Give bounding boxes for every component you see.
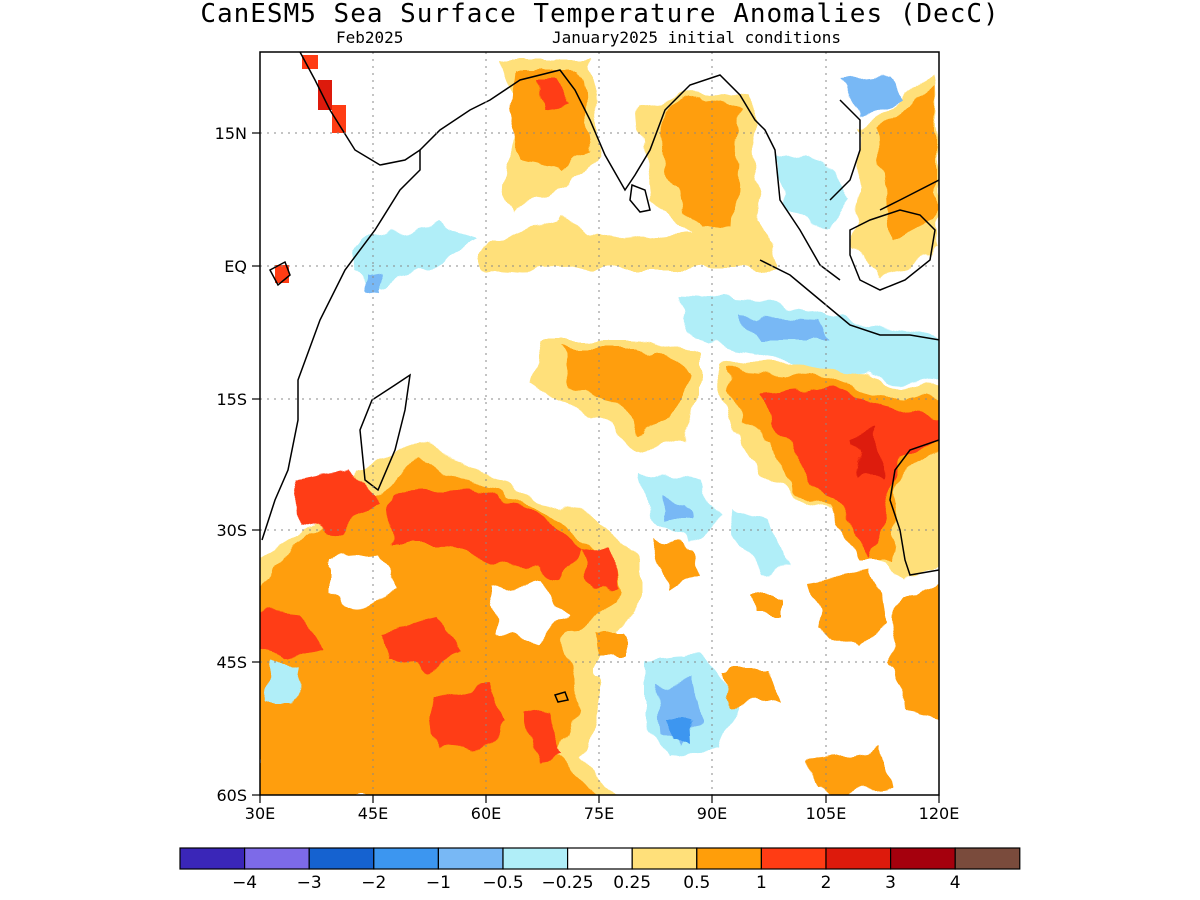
colorbar-swatch xyxy=(631,847,698,870)
tick-marks xyxy=(252,132,940,803)
colorbar-swatch xyxy=(179,847,246,870)
initial-conditions: January2025 initial conditions xyxy=(552,28,841,47)
lon-tick-label: 45E xyxy=(358,804,388,823)
colorbar-label: −2 xyxy=(361,873,386,893)
colorbar-label: 3 xyxy=(885,873,896,893)
colorbar-swatch xyxy=(437,847,504,870)
colorbar-swatch xyxy=(696,847,762,870)
lon-tick-label: 105E xyxy=(806,804,847,823)
lon-tick-label: 120E xyxy=(919,804,960,823)
lat-tick-label: 15S xyxy=(216,390,247,409)
lon-tick-label: 60E xyxy=(471,804,501,823)
forecast-month: Feb2025 xyxy=(336,28,404,47)
colorbar-swatch xyxy=(308,847,375,870)
lon-tick-label: 30E xyxy=(245,804,275,823)
colorbar-label: 4 xyxy=(950,873,961,893)
chart-title: CanESM5 Sea Surface Temperature Anomalie… xyxy=(200,0,1000,29)
colorbar-label: 0.5 xyxy=(683,873,710,893)
lat-tick-label: 30S xyxy=(216,521,247,540)
colorbar-swatch xyxy=(244,847,310,870)
colorbar-swatch xyxy=(825,847,892,870)
colorbar-swatch xyxy=(954,847,1021,870)
lat-tick-labels: 15N EQ 15S 30S 45S 60S xyxy=(215,124,247,805)
lat-tick-label: 15N xyxy=(215,124,247,143)
colorbar-swatch xyxy=(502,847,569,870)
lon-tick-label: 90E xyxy=(697,804,727,823)
colorbar-label: 1 xyxy=(756,873,767,893)
lat-tick-label: 60S xyxy=(216,786,247,805)
colorbar-label: −1 xyxy=(426,873,451,893)
lat-tick-label: 45S xyxy=(216,653,247,672)
colorbar-swatch xyxy=(889,847,956,870)
graticule xyxy=(260,52,939,795)
colorbar-swatch xyxy=(760,847,827,870)
colorbar-swatch xyxy=(566,847,633,870)
colorbar-swatch xyxy=(373,847,439,870)
colorbar-label: 0.25 xyxy=(613,873,651,893)
lon-tick-labels: 30E 45E 60E 75E 90E 105E 120E xyxy=(245,804,960,823)
colorbar-label: −3 xyxy=(297,873,322,893)
lat-tick-label: EQ xyxy=(224,257,247,276)
anomaly-field xyxy=(260,52,939,795)
coastlines xyxy=(261,52,939,703)
colorbar-label: 2 xyxy=(821,873,832,893)
lon-tick-label: 75E xyxy=(584,804,614,823)
colorbar-label: −0.5 xyxy=(482,873,523,893)
colorbar-label: −4 xyxy=(232,873,257,893)
colorbar-label: −0.25 xyxy=(542,873,594,893)
colorbar: −4 −3 −2 −1 −0.5 −0.25 0.25 0.5 1 2 3 4 xyxy=(179,847,1021,893)
